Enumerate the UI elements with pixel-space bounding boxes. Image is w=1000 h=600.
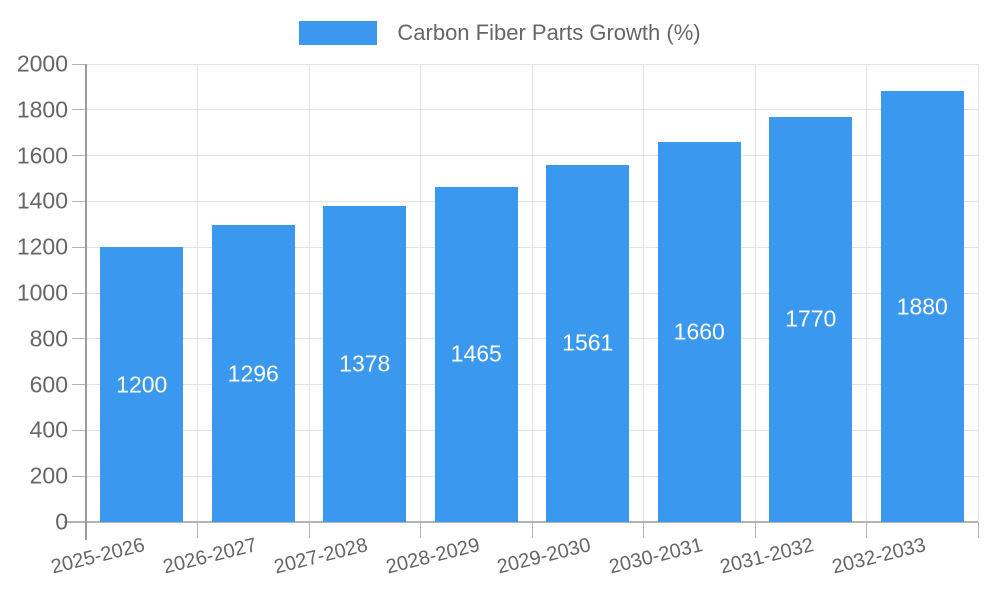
y-axis-tick-label: 800 [29,325,68,352]
x-axis-tick [754,522,756,538]
x-axis-tick-label: 2026-2027 [160,534,259,579]
y-axis-tick [72,63,86,65]
y-axis-tick-label: 1600 [16,142,68,169]
bar-value-label: 1770 [785,305,837,332]
gridline-vertical [420,64,421,522]
y-axis-tick [72,246,86,248]
y-axis-tick [72,338,86,340]
gridline-vertical [754,64,756,522]
bar [769,116,853,522]
x-axis-tick-label: 2032-2033 [829,534,928,579]
y-axis-tick [72,384,86,386]
gridline-vertical [197,64,198,522]
y-axis-line [85,64,87,540]
legend-label: Carbon Fiber Parts Growth (%) [397,20,701,45]
y-axis-tick [72,429,86,431]
bar-value-label: 1660 [673,318,725,345]
legend-swatch [299,21,378,45]
y-axis-tick-label: 1000 [16,279,68,306]
y-axis-tick-label: 1200 [16,233,68,260]
plot-area: 1200 1296 1378 1465 1561 1660 1770 1880 [64,63,979,540]
y-axis-tick [72,475,86,477]
y-axis-tick-label: 400 [29,416,68,443]
x-axis-tick [308,522,310,538]
y-axis-tick-label: 1800 [16,96,68,123]
bar [880,91,964,522]
x-axis-tick [643,522,644,538]
x-axis-tick [420,522,421,538]
gridline-vertical [531,64,533,522]
bar [211,225,295,522]
x-axis-tick-label: 2028-2029 [383,534,482,579]
bar-value-label: 1296 [227,360,279,387]
y-axis-tick [72,155,86,157]
bar-value-label: 1200 [116,371,168,398]
x-axis-tick-label: 2030-2031 [606,534,705,579]
bar [100,247,184,522]
bar-value-label: 1378 [339,350,391,377]
bar [323,206,407,522]
bar [434,186,518,522]
y-axis-tick-label: 0 [55,508,68,535]
bar [546,164,630,522]
bar-value-label: 1880 [896,293,948,320]
y-axis-tick [72,109,86,111]
bar-value-label: 1465 [450,340,502,367]
x-axis-line [64,521,978,523]
x-axis-tick-label: 2029-2030 [494,534,594,579]
x-axis-tick [866,522,867,538]
x-axis-tick-label: 2027-2028 [271,534,371,579]
gridline-vertical [977,64,979,522]
y-axis-tick-label: 600 [29,371,68,398]
y-axis-tick [72,200,86,202]
x-axis-tick-label: 2031-2032 [717,534,817,579]
legend[interactable]: Carbon Fiber Parts Growth (%) [0,20,1000,46]
bar [657,141,741,522]
x-axis-tick-label: 2025-2026 [48,534,148,579]
gridline-vertical [308,64,310,522]
gridline-vertical [866,64,867,522]
bar-value-label: 1561 [562,329,614,356]
y-axis-tick-label: 200 [29,462,68,489]
x-axis-tick [197,522,198,538]
y-axis-tick-label: 2000 [16,50,68,77]
gridline-vertical [643,64,644,522]
y-axis-tick [72,292,86,294]
x-axis-tick [977,522,979,538]
x-axis-tick [531,522,533,538]
y-axis-tick-label: 1400 [16,187,68,214]
